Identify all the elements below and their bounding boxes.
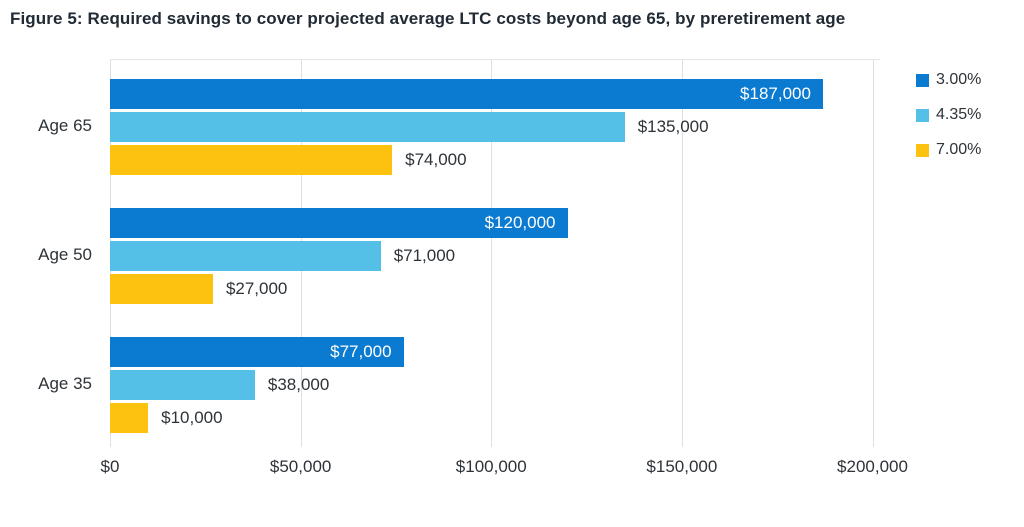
x-tick-$0: $0 — [100, 457, 120, 476]
bar-value-label: $135,000 — [637, 117, 709, 136]
x-tick-$50,000: $50,000 — [269, 457, 332, 476]
bar-value-label: $74,000 — [405, 150, 467, 169]
bar-age-35-7.00%: $10,000 — [110, 403, 223, 433]
bar-value-label: $77,000 — [330, 342, 392, 361]
bar-value-label: $71,000 — [393, 246, 456, 265]
bar-value-label: $27,000 — [225, 279, 288, 298]
bar-age-50-3.00%: $120,000 — [110, 208, 568, 238]
legend-label: 4.35% — [936, 106, 982, 123]
bar-age-35-4.35%: $38,000 — [110, 370, 329, 400]
legend-swatch-icon — [916, 143, 929, 157]
legend: 3.00% 4.35% 7.00% — [916, 71, 981, 159]
category-label-age-65: Age 65 — [38, 116, 92, 135]
bar-age-35-3.00%: $77,000 — [110, 337, 404, 367]
bar-value-label: $10,000 — [161, 408, 223, 427]
category-label-age-50: Age 50 — [38, 245, 92, 264]
legend-item-3.00%: 3.00% — [916, 71, 981, 89]
bar-age-65-3.00%: $187,000 — [110, 79, 823, 109]
bar-age-50-7.00%: $27,000 — [110, 274, 287, 304]
legend-label: 3.00% — [936, 71, 982, 88]
plot-area: $187,000 $135,000 $74,000 $120,000 $71,000 $2… — [110, 59, 880, 447]
bar-value-label: $120,000 — [484, 213, 556, 232]
x-tick-$100,000: $100,000 — [455, 457, 527, 476]
bar-value-label: $38,000 — [267, 375, 330, 394]
legend-swatch-icon — [916, 108, 929, 122]
gridline-$150,000 — [681, 60, 683, 447]
x-tick-$200,000: $200,000 — [837, 457, 908, 476]
bar-value-label: $187,000 — [740, 84, 811, 103]
figure-title: Figure 5: Required savings to cover proj… — [10, 9, 846, 28]
bar-age-65-4.35%: $135,000 — [110, 112, 709, 142]
gridline-$200,000 — [872, 60, 874, 447]
legend-item-7.00%: 7.00% — [916, 141, 981, 159]
bar-age-65-7.00%: $74,000 — [110, 145, 467, 175]
gridline-$100,000 — [491, 60, 493, 447]
legend-item-4.35%: 4.35% — [916, 106, 981, 124]
category-label-age-35: Age 35 — [38, 374, 92, 393]
legend-label: 7.00% — [936, 141, 982, 158]
legend-swatch-icon — [916, 73, 929, 87]
bar-age-50-4.35%: $71,000 — [110, 241, 455, 271]
x-tick-$150,000: $150,000 — [646, 457, 718, 476]
